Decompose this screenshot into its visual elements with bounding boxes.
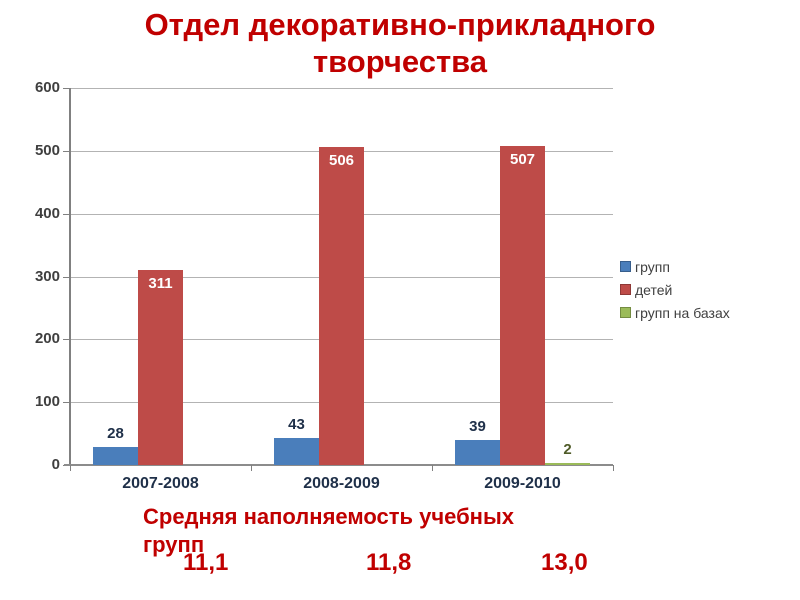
y-axis-tick-300 [63, 276, 70, 278]
category-label-2009-2010: 2009-2010 [484, 475, 561, 492]
legend-swatch-groups [620, 261, 631, 272]
y-axis-label-100: 100 [34, 393, 60, 411]
bar-series0-2007-2008 [93, 447, 138, 465]
caption-line2: групп [143, 532, 205, 557]
y-axis-tick-400 [63, 213, 70, 215]
bar-label-series1-2009-2010: 507 [509, 151, 536, 169]
gridline-600 [70, 88, 613, 89]
bar-series0-2008-2009 [274, 437, 319, 465]
y-axis-label-200: 200 [34, 330, 60, 348]
y-axis-label-300: 300 [34, 267, 60, 285]
x-axis-tick-2 [432, 465, 433, 471]
legend-swatch-groups-on-bases [620, 307, 631, 318]
bar-series1-2009-2010 [500, 146, 545, 465]
chart-plot-area: 0 100 200 300 400 500 600 28 43 39 311 506 507 2 2007-… [35, 79, 614, 492]
x-axis-tick-0 [70, 465, 71, 471]
bar-label-series0-2009-2010: 39 [469, 418, 486, 436]
average-value-2008-2009: 11,8 [366, 549, 412, 576]
bar-series1-2007-2008 [138, 269, 183, 465]
chart-legend: групп детей групп на базах [620, 255, 730, 324]
bar-label-series1-2008-2009: 506 [328, 152, 355, 170]
bar-label-series1-2007-2008: 311 [148, 274, 173, 292]
legend-label-groups: групп [635, 258, 670, 275]
y-axis-label-0: 0 [51, 456, 60, 473]
legend-item-groups: групп [620, 255, 730, 278]
page-title-line2: творчества [312, 44, 488, 79]
y-axis-label-400: 400 [34, 204, 60, 222]
y-axis-label-500: 500 [34, 141, 60, 159]
legend-label-children: детей [635, 281, 673, 298]
bar-series1-2008-2009 [319, 147, 364, 465]
page-title: Отдел декоративно-прикладного творчества [0, 6, 800, 80]
legend-item-children: детей [620, 278, 730, 301]
caption-line1: Средняя наполняемость учебных [143, 504, 514, 529]
y-axis-tick-600 [63, 88, 70, 89]
average-value-2007-2008: 11,1 [183, 549, 229, 576]
x-axis-tick-1 [251, 465, 252, 471]
x-axis-tick-3 [613, 465, 614, 471]
legend-item-groups-on-bases: групп на базах [620, 301, 730, 324]
legend-swatch-children [620, 284, 631, 295]
bar-label-series0-2007-2008: 28 [107, 425, 124, 443]
bar-label-series0-2008-2009: 43 [288, 415, 305, 433]
bar-series2-2009-2010 [545, 463, 590, 465]
y-axis-line [69, 88, 71, 465]
category-label-2007-2008: 2007-2008 [122, 475, 199, 492]
category-label-2008-2009: 2008-2009 [303, 475, 380, 492]
bar-series0-2009-2010 [455, 440, 500, 465]
legend-label-groups-on-bases: групп на базах [635, 304, 730, 321]
y-axis-tick-500 [63, 150, 70, 152]
x-axis-line [64, 464, 613, 466]
y-axis-label-600: 600 [34, 79, 60, 96]
average-value-2009-2010: 13,0 [541, 549, 588, 576]
y-axis-tick-100 [63, 402, 70, 404]
bar-label-series2-2009-2010: 2 [563, 441, 572, 458]
page-title-line1: Отдел декоративно-прикладного [144, 7, 656, 42]
y-axis-tick-200 [63, 339, 70, 341]
